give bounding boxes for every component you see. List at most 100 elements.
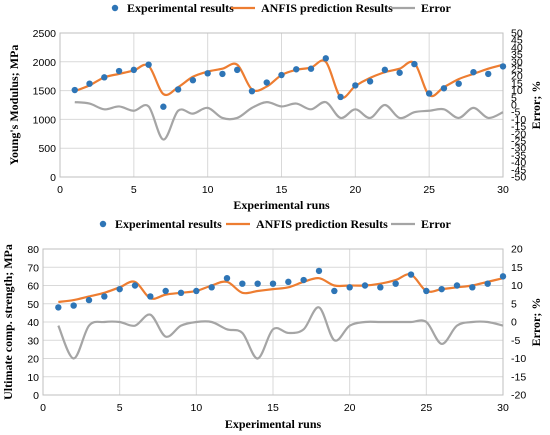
series-experimental-results bbox=[55, 267, 507, 311]
y-tick-label: 50 bbox=[27, 299, 39, 311]
x-tick-label: 25 bbox=[420, 402, 432, 414]
data-point-experimental bbox=[130, 66, 138, 74]
data-point-experimental bbox=[145, 61, 152, 68]
legend: Experimental results ANFIS prediction Res… bbox=[99, 217, 451, 231]
x-tick-label: 0 bbox=[57, 184, 63, 196]
series-anfis-prediction-results bbox=[58, 273, 504, 304]
data-point-experimental bbox=[101, 293, 108, 300]
data-point-experimental bbox=[219, 70, 226, 78]
series-error bbox=[57, 306, 504, 360]
data-point-experimental bbox=[469, 284, 476, 291]
data-point-experimental bbox=[55, 304, 62, 311]
y-tick-label: 60 bbox=[27, 281, 39, 293]
data-point-experimental bbox=[204, 70, 211, 77]
data-point-experimental bbox=[307, 65, 315, 72]
y2-tick-label: -15 bbox=[511, 121, 526, 133]
y-tick-label: 70 bbox=[27, 262, 39, 274]
data-point-experimental bbox=[189, 77, 197, 84]
legend: Experimental results ANFIS prediction Res… bbox=[111, 1, 451, 15]
series-line-anfis bbox=[58, 273, 504, 304]
y-tick-label: 500 bbox=[38, 143, 56, 155]
y-tick-label: 2500 bbox=[33, 28, 57, 40]
y2-tick-label: 35 bbox=[511, 49, 523, 61]
x-axis-title: Experimental runs bbox=[233, 198, 330, 212]
data-point-experimental bbox=[366, 78, 374, 85]
y2-tick-label: -10 bbox=[511, 353, 526, 365]
series-line-error bbox=[74, 100, 504, 141]
series-line-error bbox=[57, 306, 504, 360]
data-point-experimental bbox=[423, 287, 430, 295]
data-point-experimental bbox=[269, 280, 277, 287]
x-tick-label: 30 bbox=[497, 184, 509, 196]
y2-tick-label: -10 bbox=[511, 114, 526, 126]
data-point-experimental bbox=[499, 273, 507, 280]
data-point-experimental bbox=[499, 63, 507, 70]
plot-frame bbox=[42, 248, 504, 396]
series-anfis-prediction-results bbox=[74, 59, 504, 99]
data-point-experimental bbox=[86, 80, 93, 87]
legend-label: Experimental results bbox=[115, 217, 222, 231]
y-tick-label: 30 bbox=[27, 335, 39, 347]
legend-marker-experimental bbox=[99, 220, 107, 228]
y-axis-title: Ultimate comp. strength; MPa bbox=[1, 244, 15, 400]
y-tick-label: 40 bbox=[27, 317, 39, 329]
y2-tick-label: -5 bbox=[511, 107, 520, 119]
legend-label: ANFIS prediction Results bbox=[261, 1, 393, 15]
x-tick-label: 10 bbox=[190, 402, 202, 414]
y2-tick-label: 25 bbox=[511, 64, 523, 76]
data-point-experimental bbox=[234, 66, 241, 74]
y2-tick-label: 15 bbox=[511, 262, 523, 274]
data-point-experimental bbox=[71, 86, 78, 94]
data-point-experimental bbox=[407, 271, 415, 278]
x-axis-title: Experimental runs bbox=[225, 417, 322, 431]
x-tick-label: 20 bbox=[349, 184, 361, 196]
x-tick-label: 25 bbox=[423, 184, 435, 196]
series-line-anfis bbox=[74, 59, 504, 99]
data-point-experimental bbox=[254, 280, 261, 287]
y-tick-label: 10 bbox=[27, 372, 39, 384]
y2-axis-title: Error; % bbox=[529, 298, 543, 347]
y2-tick-label: 30 bbox=[511, 56, 523, 68]
data-point-experimental bbox=[131, 282, 139, 289]
data-point-experimental bbox=[208, 284, 215, 291]
data-point-experimental bbox=[440, 85, 448, 92]
y2-tick-label: 20 bbox=[511, 71, 523, 83]
y2-tick-label: 10 bbox=[511, 85, 523, 97]
data-point-experimental bbox=[322, 55, 329, 62]
data-point-experimental bbox=[162, 287, 169, 295]
y2-tick-label: 0 bbox=[511, 317, 517, 329]
data-point-experimental bbox=[381, 66, 389, 74]
y-tick-label: 80 bbox=[27, 244, 39, 256]
y2-tick-label: 5 bbox=[511, 298, 517, 310]
legend-label: Experimental results bbox=[127, 1, 234, 15]
data-point-experimental bbox=[331, 287, 338, 295]
series-error bbox=[74, 100, 504, 141]
y2-tick-label: -35 bbox=[511, 150, 526, 162]
y2-tick-label: -15 bbox=[511, 371, 526, 383]
legend-label: Error bbox=[421, 1, 451, 15]
data-point-experimental bbox=[115, 67, 123, 75]
data-point-experimental bbox=[116, 285, 123, 293]
x-tick-label: 30 bbox=[497, 402, 509, 414]
y2-tick-label: -20 bbox=[511, 128, 526, 140]
data-point-experimental bbox=[377, 284, 384, 291]
y2-tick-label: 20 bbox=[511, 244, 523, 256]
data-point-experimental bbox=[455, 80, 462, 87]
data-point-experimental bbox=[346, 284, 353, 291]
y2-tick-label: -30 bbox=[511, 143, 526, 155]
y2-tick-label: 10 bbox=[511, 280, 523, 292]
y-tick-label: 0 bbox=[33, 390, 39, 402]
y2-tick-label: -40 bbox=[511, 157, 526, 169]
data-point-experimental bbox=[300, 276, 307, 284]
y-tick-label: 2000 bbox=[33, 57, 57, 69]
data-point-experimental bbox=[278, 71, 285, 79]
y2-tick-label: 45 bbox=[511, 35, 523, 47]
data-point-experimental bbox=[438, 285, 445, 293]
y2-tick-label: -5 bbox=[511, 335, 520, 347]
x-tick-label: 0 bbox=[40, 402, 46, 414]
x-tick-label: 5 bbox=[131, 184, 137, 196]
legend-marker-experimental bbox=[111, 4, 119, 12]
y-tick-label: 1000 bbox=[33, 114, 57, 126]
data-point-experimental bbox=[453, 282, 461, 289]
data-point-experimental bbox=[484, 280, 491, 287]
